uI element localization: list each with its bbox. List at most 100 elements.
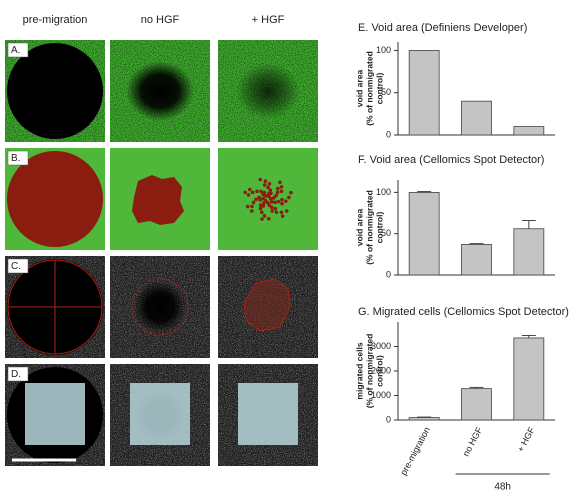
column-header: + HGF bbox=[252, 14, 285, 26]
void bbox=[236, 63, 300, 119]
y-axis-label: (% of nonmigrated bbox=[364, 51, 374, 126]
error-bar bbox=[521, 219, 536, 229]
annotation: 48h bbox=[494, 482, 511, 493]
y-axis-label: void area bbox=[354, 70, 364, 108]
cell-dot bbox=[269, 197, 273, 201]
row-label-box bbox=[7, 42, 29, 58]
bar bbox=[408, 191, 440, 276]
micrograph bbox=[110, 40, 210, 142]
cell-dot bbox=[274, 193, 278, 198]
overlay-square bbox=[238, 383, 298, 445]
micrograph bbox=[218, 256, 318, 358]
cell-dot bbox=[273, 206, 278, 211]
bar bbox=[461, 244, 492, 276]
cell-dot bbox=[278, 180, 282, 185]
micrograph bbox=[218, 148, 318, 250]
overlay-square bbox=[25, 383, 85, 445]
row-label: A. bbox=[11, 45, 20, 56]
x-tick-label: pre-migration bbox=[398, 425, 432, 477]
bar bbox=[408, 50, 440, 136]
cell-dot bbox=[280, 214, 285, 218]
row-label-box bbox=[7, 366, 29, 382]
y-axis-label: (% of nonmigrated bbox=[364, 190, 374, 265]
cell-dot bbox=[266, 216, 271, 221]
y-axis-label: migrated cells bbox=[354, 342, 364, 399]
cell-dot bbox=[280, 197, 284, 202]
cell-dot bbox=[273, 200, 277, 205]
void bbox=[126, 61, 194, 121]
cell-dot bbox=[267, 191, 271, 196]
cell-dot bbox=[267, 203, 271, 208]
cell-dot bbox=[275, 186, 280, 191]
cell-dot bbox=[272, 196, 276, 200]
panel-bg bbox=[218, 148, 318, 250]
cell-dot bbox=[260, 210, 264, 215]
row-label: B. bbox=[11, 153, 20, 164]
micrograph bbox=[218, 40, 318, 142]
cell-dot bbox=[250, 204, 254, 209]
error-bar bbox=[469, 243, 484, 245]
cell-dot bbox=[284, 199, 288, 203]
cell-dot bbox=[249, 209, 254, 213]
cell-dot bbox=[255, 189, 259, 194]
y-tick-label: 0 bbox=[386, 269, 391, 279]
bar bbox=[513, 126, 545, 136]
y-tick-label: 1000 bbox=[371, 390, 391, 400]
micrograph bbox=[110, 256, 210, 358]
cell-dot bbox=[261, 204, 266, 208]
cell-dot bbox=[258, 206, 263, 211]
chart-title: G. Migrated cells (Cellomics Spot Detect… bbox=[358, 306, 569, 318]
row-label: C. bbox=[11, 261, 21, 272]
cell-dot bbox=[284, 209, 289, 213]
cell-dot bbox=[289, 190, 293, 195]
row-label-box bbox=[7, 150, 29, 166]
row-label-box bbox=[7, 258, 29, 274]
cell-dot bbox=[258, 177, 263, 182]
y-tick-label: 0 bbox=[386, 414, 391, 424]
cell-dot bbox=[243, 190, 247, 195]
y-tick-label: 2000 bbox=[371, 365, 391, 375]
cell-dot bbox=[264, 194, 268, 198]
outline bbox=[243, 278, 291, 332]
micrograph bbox=[5, 364, 105, 466]
cell-dot bbox=[270, 209, 274, 213]
micrograph bbox=[218, 364, 318, 466]
micrograph bbox=[110, 148, 210, 250]
chart-title: F. Void area (Cellomics Spot Detector) bbox=[358, 154, 544, 166]
cell-dot bbox=[254, 197, 258, 202]
cell-dot bbox=[279, 185, 284, 189]
cell-dot bbox=[250, 190, 255, 195]
cell-dot bbox=[275, 190, 280, 195]
y-axis-label: control) bbox=[374, 355, 384, 387]
y-tick-label: 100 bbox=[376, 187, 391, 197]
y-axis-label: control) bbox=[374, 73, 384, 105]
cell-dot bbox=[263, 179, 268, 183]
cell-dot bbox=[268, 188, 273, 193]
y-tick-label: 50 bbox=[381, 228, 391, 238]
bar bbox=[513, 228, 545, 276]
cell-dot bbox=[270, 200, 274, 204]
cell-dot bbox=[258, 203, 263, 207]
error-bar bbox=[469, 386, 484, 389]
y-tick-label: 100 bbox=[376, 45, 391, 55]
cell-dot bbox=[280, 201, 284, 206]
cell-dot bbox=[251, 200, 256, 205]
cell-dot bbox=[279, 189, 284, 194]
micrograph bbox=[110, 364, 210, 466]
y-axis-label: void area bbox=[354, 209, 364, 247]
cell-dot bbox=[262, 214, 267, 218]
y-axis-label: (% of nonmigrated bbox=[364, 334, 374, 409]
cell-dot bbox=[248, 187, 252, 192]
x-tick-label: no HGF bbox=[461, 425, 485, 458]
x-tick-label: + HGF bbox=[515, 425, 537, 454]
y-tick-label: 0 bbox=[386, 129, 391, 139]
error-bar bbox=[521, 334, 536, 338]
cell-dot bbox=[245, 204, 250, 209]
y-tick-label: 3000 bbox=[371, 341, 391, 351]
cell-dot bbox=[259, 189, 263, 194]
overlay-square bbox=[130, 383, 190, 445]
y-axis-label: control) bbox=[374, 212, 384, 244]
bar bbox=[513, 337, 545, 421]
cell-dot bbox=[287, 195, 291, 200]
